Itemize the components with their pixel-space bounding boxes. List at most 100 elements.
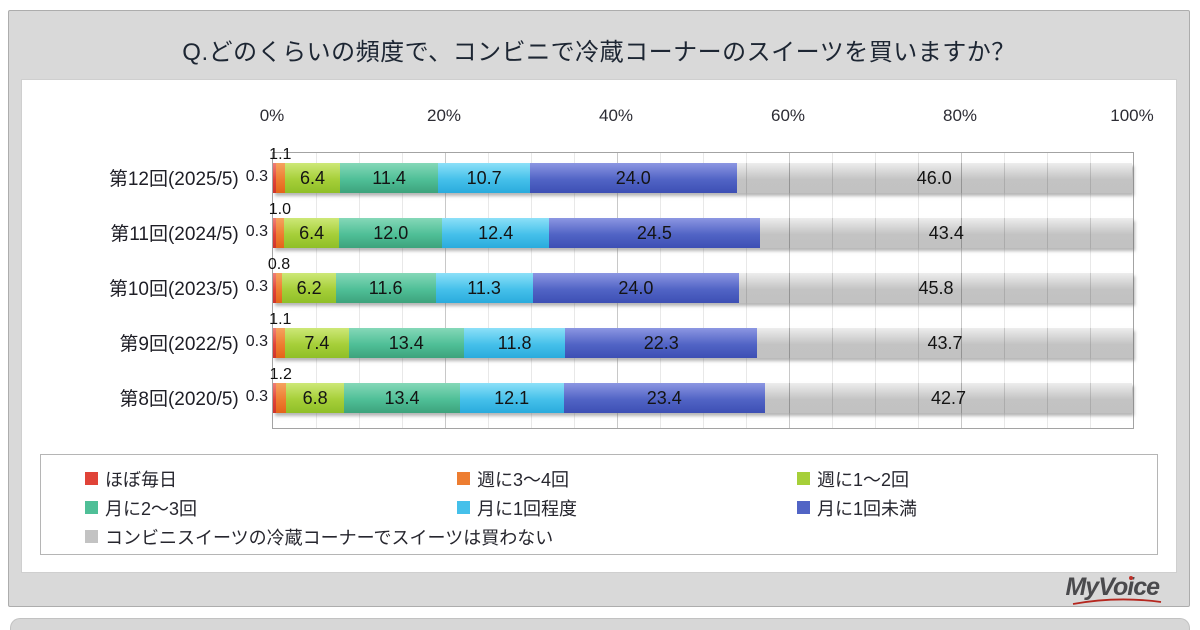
legend-label: 週に1～2回 <box>817 469 910 490</box>
data-label-above: 1.1 <box>269 311 292 328</box>
data-label-above: 0.8 <box>267 256 291 273</box>
gridline-overlay <box>874 163 876 193</box>
bar-segment: 6.2 <box>282 273 336 303</box>
legend-item: 週に1～2回 <box>797 466 909 492</box>
legend-label: ほぼ毎日 <box>105 469 177 490</box>
next-card-edge <box>10 618 1190 630</box>
legend-swatch <box>797 472 810 485</box>
legend-row: ほぼ毎日 週に3～4回 週に1～2回 <box>41 464 1157 493</box>
legend-row: コンビニスイーツの冷蔵コーナーでスイーツは買わない <box>41 522 1157 551</box>
data-label: 11.4 <box>372 167 406 188</box>
bar-segment: 24.0 <box>532 273 740 303</box>
x-axis-tick: 40% <box>598 106 634 125</box>
gridline-overlay <box>831 163 833 193</box>
category-name: 第12回(2025/5) <box>108 168 239 190</box>
gridline-overlay <box>831 328 833 358</box>
category-label: 第12回(2025/5) 0.3 <box>109 162 268 192</box>
gridline-overlay <box>1046 163 1048 193</box>
bar-segment: 13.4 <box>348 328 464 358</box>
data-label-above: 1.2 <box>269 366 292 383</box>
gridline-overlay <box>831 383 833 413</box>
x-axis-tick: 100% <box>1110 106 1154 125</box>
legend-label: コンビニスイーツの冷蔵コーナーでスイーツは買わない <box>105 527 554 548</box>
data-label: 12.1 <box>494 387 530 408</box>
gridline-overlay <box>788 273 790 303</box>
legend-item: 月に1回未満 <box>797 495 917 521</box>
data-label: 12.0 <box>373 222 409 243</box>
data-label: 11.6 <box>368 277 403 298</box>
bar-segment <box>275 383 286 413</box>
category-name: 第10回(2023/5) <box>108 278 239 300</box>
bar-segment: 22.3 <box>565 328 758 358</box>
data-label: 42.7 <box>930 387 966 408</box>
gridline-overlay <box>1003 328 1005 358</box>
x-axis-tick: 60% <box>770 106 806 125</box>
bar-segment <box>273 383 276 413</box>
legend-item: コンビニスイーツの冷蔵コーナーでスイーツは買わない <box>85 524 553 550</box>
bar-segment: 12.0 <box>339 218 443 248</box>
bar-segment: 11.8 <box>463 328 566 358</box>
chart-panel: 0% 20% 40% 60% 80% 100% 6.4 11.4 10.7 24.0 46.0 1.… <box>21 79 1177 573</box>
gridline-overlay <box>788 218 790 248</box>
legend-item: 月に2～3回 <box>85 495 457 521</box>
gridline-overlay <box>1046 218 1048 248</box>
gridline-overlay <box>874 328 876 358</box>
legend-item: 週に3～4回 <box>457 466 797 492</box>
category-name: 第8回(2020/5) <box>119 388 239 410</box>
data-label-outside: 0.3 <box>245 278 268 295</box>
data-label: 13.4 <box>384 387 420 408</box>
data-label: 6.4 <box>300 167 326 188</box>
data-label: 10.7 <box>466 167 502 188</box>
gridline-overlay <box>788 328 790 358</box>
bar-segment: 7.4 <box>285 328 349 358</box>
legend-swatch <box>457 472 470 485</box>
data-label-above: 1.1 <box>269 146 292 163</box>
gridline-overlay <box>960 273 962 303</box>
gridline-overlay <box>960 163 962 193</box>
bar-row: 6.8 13.4 12.1 23.4 42.7 <box>273 383 1133 413</box>
legend-item: ほぼ毎日 <box>85 466 457 492</box>
legend-item: 月に1回程度 <box>457 495 797 521</box>
bar-segment: 43.7 <box>757 328 1133 358</box>
legend-label: 週に3～4回 <box>477 469 570 490</box>
gridline-overlay <box>831 273 833 303</box>
data-label: 11.8 <box>497 332 532 353</box>
gridline-overlay <box>745 273 747 303</box>
legend-label: 月に1回程度 <box>477 498 578 519</box>
category-label: 第10回(2023/5) 0.3 <box>109 272 268 302</box>
gridline-overlay <box>960 383 962 413</box>
logo-text-pre: MyVo <box>1065 573 1128 601</box>
chart-title: Q.どのくらいの頻度で、コンビニで冷蔵コーナーのスイーツを買いますか？ <box>182 39 1016 66</box>
x-axis-tick: 80% <box>942 106 978 125</box>
gridline-overlay <box>1003 273 1005 303</box>
bar-segment: 6.8 <box>285 383 345 413</box>
gridline-overlay <box>1003 163 1005 193</box>
legend-swatch <box>797 501 810 514</box>
gridline-overlay <box>788 383 790 413</box>
legend: ほぼ毎日 週に3～4回 週に1～2回月に2～3回 月に1回程度 月に1回未満コンビニスイ… <box>40 454 1158 555</box>
bar-segment <box>273 218 276 248</box>
data-label: 13.4 <box>388 332 424 353</box>
gridline-overlay <box>917 328 919 358</box>
gridline-overlay <box>831 218 833 248</box>
category-label: 第9回(2022/5) 0.3 <box>119 327 268 357</box>
gridline-overlay <box>1089 218 1091 248</box>
gridline-overlay <box>788 163 790 193</box>
bar-segment: 6.4 <box>284 218 340 248</box>
gridline-overlay <box>874 218 876 248</box>
bar-segment: 24.5 <box>549 218 760 248</box>
plot-area: 6.4 11.4 10.7 24.0 46.0 1.1 6.4 12.0 12.4 24.5 43.… <box>268 146 1134 429</box>
data-label-above: 1.0 <box>268 201 291 218</box>
data-label: 43.7 <box>927 332 963 353</box>
data-label: 6.2 <box>296 277 322 298</box>
bar-row: 7.4 13.4 11.8 22.3 43.7 <box>273 328 1133 358</box>
x-axis-tick: 20% <box>426 106 462 125</box>
data-label-outside: 0.3 <box>245 333 268 350</box>
gridline-overlay <box>874 383 876 413</box>
gridline-overlay <box>1046 273 1048 303</box>
bar-row: 6.4 11.4 10.7 24.0 46.0 <box>273 163 1133 193</box>
logo-underline-swoosh <box>1073 598 1162 605</box>
bar-segment: 6.4 <box>285 163 341 193</box>
gridline-overlay <box>1046 383 1048 413</box>
data-label: 24.0 <box>618 277 654 298</box>
